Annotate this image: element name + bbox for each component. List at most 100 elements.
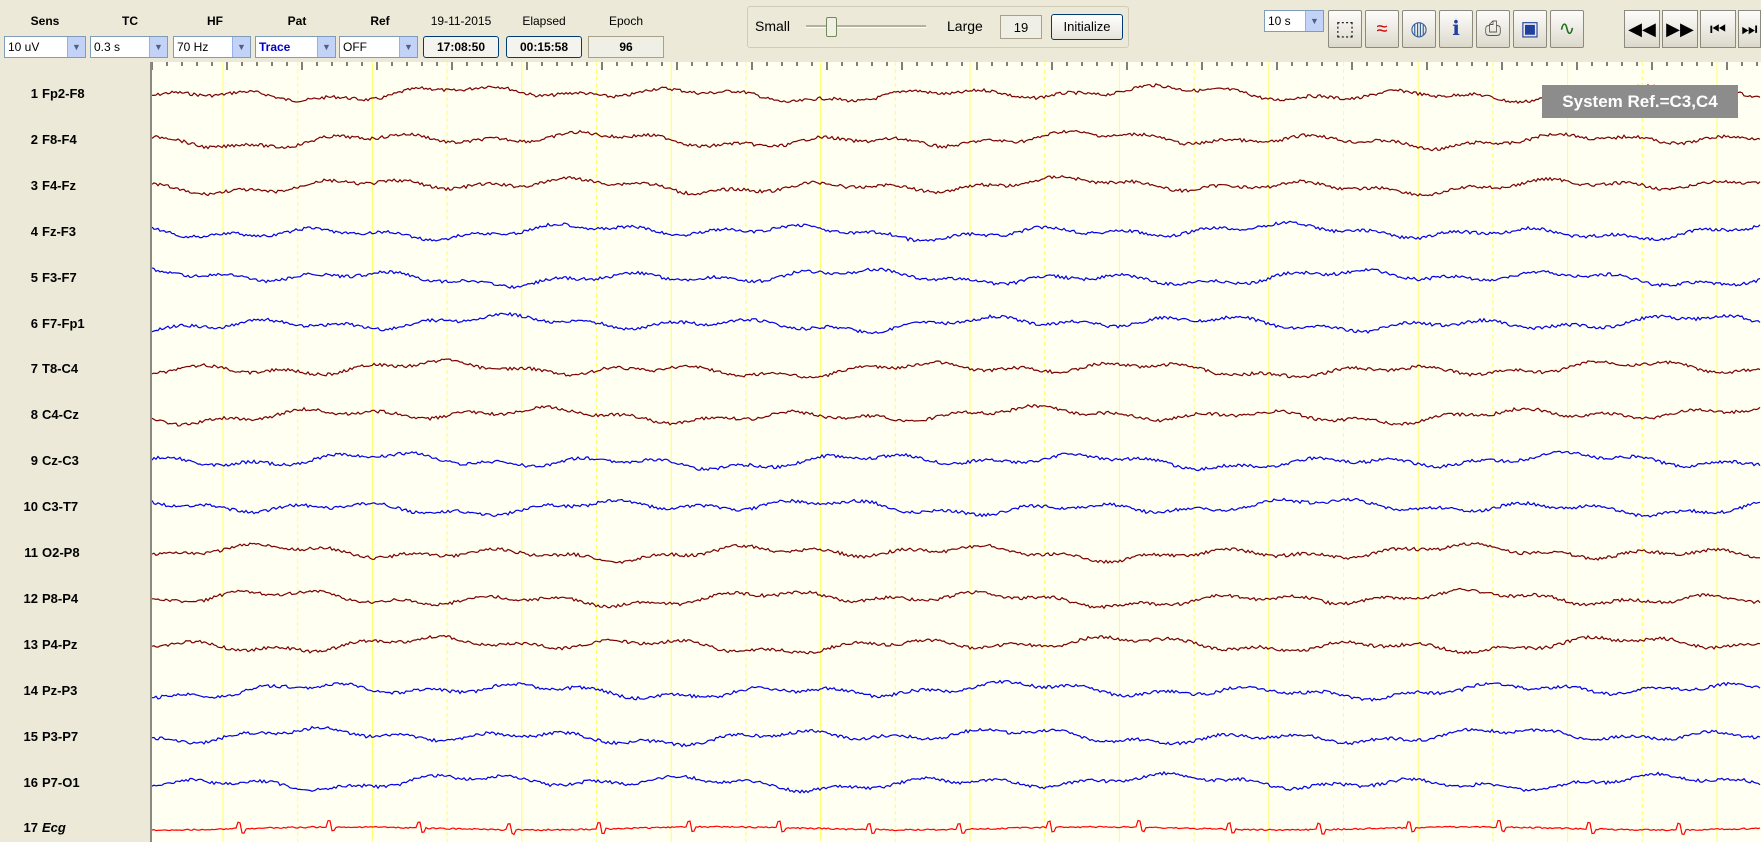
hf-select-value: 70 Hz [177,40,209,54]
channel-label: 1 Fp2-F8 [0,85,150,103]
eeg-trace [152,450,1761,472]
map-icon[interactable]: ◍ [1402,10,1436,48]
channel-name: O2-P8 [42,545,80,560]
channel-name: F7-Fp1 [42,315,85,331]
cursor-icon[interactable]: ⬚ [1328,10,1362,48]
eeg-trace [152,497,1761,518]
channel-name: T8-C4 [42,361,79,377]
toolbar: Sens TC HF Pat Ref 10 uV ▼ 0.3 s ▼ 70 Hz… [0,0,1761,63]
eeg-trace [152,679,1761,702]
channel-name: C4-Cz [42,407,79,423]
channel-number: 11 [24,545,38,560]
timebase-select-value: 10 s [1268,14,1291,28]
channel-number: 17 [23,820,38,836]
scale-slider-track[interactable] [806,25,926,28]
channel-name: P8-P4 [42,590,79,606]
epoch-display: 96 [588,36,664,58]
pat-label: Pat [287,14,307,28]
pat-select-value: Trace [259,40,291,54]
tc-select[interactable]: 0.3 s ▼ [90,36,168,58]
chevron-down-icon: ▼ [1305,11,1323,31]
channel-label: 16 P7-O1 [0,774,150,792]
hf-select[interactable]: 70 Hz ▼ [173,36,251,58]
channel-number: 5 [30,269,38,285]
monitor-icon[interactable]: ▣ [1513,10,1547,48]
ref-label: Ref [370,14,390,28]
small-label: Small [755,18,791,34]
channel-name: F4-Fz [42,177,76,193]
pat-select[interactable]: Trace ▼ [255,36,336,58]
system-ref-badge: System Ref.=C3,C4 [1542,85,1738,118]
channel-number: 4 [30,223,38,239]
eeg-trace [152,220,1761,243]
channel-number: 8 [30,407,38,423]
channel-number: 3 [30,177,38,193]
channel-name: P4-Pz [42,636,78,652]
patient-info-icon[interactable]: ℹ [1439,10,1473,48]
hf-label: HF [207,14,223,28]
eeg-trace [152,129,1761,152]
time-display: 17:08:50 [423,36,499,58]
channel-label: 4 Fz-F3 [0,223,150,241]
channel-number: 7 [30,361,38,377]
large-value: 19 [1000,15,1042,39]
channel-number: 13 [23,636,38,652]
eeg-trace [152,267,1761,290]
large-label: Large [947,18,983,34]
eeg-trace-area[interactable] [152,62,1761,842]
spectrum-icon[interactable]: ∿ [1550,10,1584,48]
channel-name: F8-F4 [42,131,77,147]
channel-name: Fp2-F8 [42,86,85,101]
rewind-icon[interactable]: ◀◀ [1624,10,1660,48]
date-label: 19-11-2015 [430,14,492,28]
channel-label: 7 T8-C4 [0,360,150,378]
eeg-trace [152,174,1761,197]
channel-label: 11 O2-P8 [0,544,150,562]
eeg-trace [152,587,1761,610]
skip-end-icon[interactable]: ⏭ [1738,10,1761,48]
channel-label: 8 C4-Cz [0,406,150,424]
channel-label: 3 F4-Fz [0,177,150,195]
channel-name: Ecg [42,820,66,836]
channel-number: 9 [30,453,38,469]
printer-icon[interactable]: ⎙ [1476,10,1510,48]
sens-select[interactable]: 10 uV ▼ [4,36,86,58]
ref-select[interactable]: OFF ▼ [339,36,418,58]
channel-number: 2 [30,131,38,147]
channel-number: 1 [30,86,38,101]
fast-forward-icon[interactable]: ▶▶ [1662,10,1698,48]
channel-number: 14 [23,682,38,698]
eeg-trace [152,83,1761,104]
channel-number: 10 [23,499,38,515]
eeg-trace [152,634,1761,655]
channel-number: 16 [23,774,38,790]
elapsed-label: Elapsed [522,14,566,28]
tc-select-value: 0.3 s [94,40,121,54]
timebase-select[interactable]: 10 s ▼ [1264,10,1324,32]
skip-start-icon[interactable]: ⏮ [1700,10,1736,48]
eeg-trace [152,542,1761,565]
channel-name: Fz-F3 [42,223,76,239]
channel-label-panel: 1 Fp2-F8 2 F8-F4 3 F4-Fz 4 Fz-F3 5 F3-F7 6 F7-Fp1 7 T… [0,62,152,842]
scale-slider-thumb[interactable] [826,17,837,37]
chevron-down-icon: ▼ [399,37,417,57]
channel-label: 17 Ecg [0,819,150,837]
ref-select-value: OFF [343,40,367,54]
eeg-trace [152,358,1761,379]
channel-label: 14 Pz-P3 [0,682,150,700]
tc-label: TC [122,14,138,28]
channel-name: P7-O1 [42,774,80,790]
eeg-trace [152,404,1761,427]
montage-on-icon[interactable]: ≈ [1365,10,1399,48]
initialize-button[interactable]: Initialize [1051,14,1123,40]
channel-label: 2 F8-F4 [0,131,150,149]
elapsed-display: 00:15:58 [506,36,582,58]
channel-label: 9 Cz-C3 [0,452,150,470]
eeg-trace [152,819,1761,836]
eeg-trace [152,311,1761,335]
chevron-down-icon: ▼ [232,37,250,57]
sens-select-value: 10 uV [8,40,40,54]
channel-label: 13 P4-Pz [0,636,150,654]
channel-name: C3-T7 [42,499,79,515]
channel-name: Cz-C3 [42,453,79,469]
